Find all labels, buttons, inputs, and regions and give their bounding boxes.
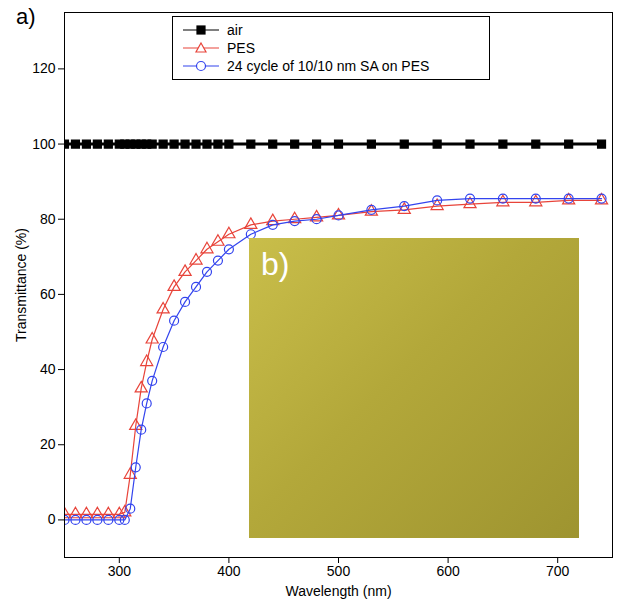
svg-text:100: 100: [32, 136, 56, 152]
svg-text:500: 500: [327, 563, 351, 579]
svg-text:120: 120: [32, 60, 56, 76]
svg-text:80: 80: [40, 211, 56, 227]
svg-text:Transmittance (%): Transmittance (%): [13, 228, 29, 342]
svg-text:60: 60: [40, 286, 56, 302]
svg-text:600: 600: [436, 563, 460, 579]
html-text:b): b): [261, 246, 290, 282]
svg-text:Wavelength (nm): Wavelength (nm): [285, 583, 391, 599]
svg-text:40: 40: [40, 361, 56, 377]
svg-text:300: 300: [108, 563, 132, 579]
html-text:24 cycle of 10/10 nm SA on PES: 24 cycle of 10/10 nm SA on PES: [227, 58, 430, 74]
html-text:PES: PES: [227, 40, 255, 56]
svg-text:20: 20: [40, 436, 56, 452]
svg-text:0: 0: [48, 511, 56, 527]
html-text:a): a): [16, 4, 36, 29]
html-text:air: air: [227, 22, 243, 38]
svg-text:400: 400: [217, 563, 241, 579]
svg-text:700: 700: [546, 563, 570, 579]
